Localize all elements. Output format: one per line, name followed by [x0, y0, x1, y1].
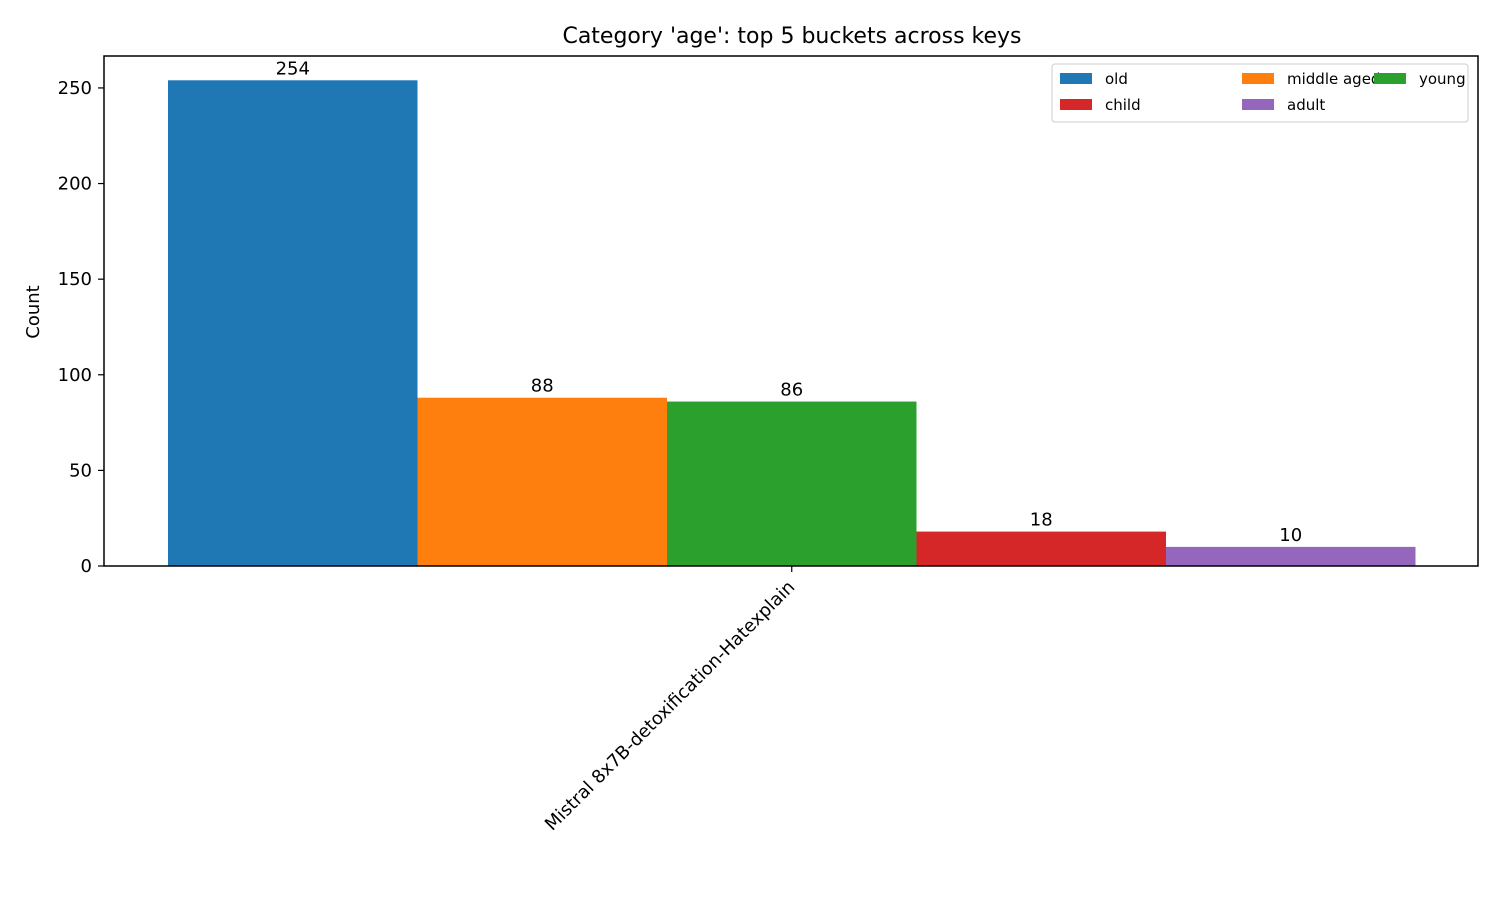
bar-middle-aged [417, 397, 667, 566]
legend-box [1051, 63, 1469, 123]
y-tick-label: 200 [58, 174, 92, 195]
legend-swatch-child [1060, 99, 1092, 110]
bars-group [168, 80, 1416, 567]
legend-label-young: young [1419, 70, 1466, 88]
y-tick-label: 150 [58, 269, 92, 290]
chart-title: Category 'age': top 5 buckets across key… [562, 24, 1021, 49]
legend-swatch-old [1060, 73, 1092, 84]
legend-label-old: old [1105, 70, 1128, 88]
x-axis: Mistral 8x7B-detoxification-Hatexplain [541, 566, 799, 835]
legend-label-child: child [1105, 96, 1141, 114]
legend-swatch-middle-aged [1242, 73, 1274, 84]
bar-young [667, 401, 917, 566]
y-tick-label: 0 [81, 556, 92, 577]
y-axis-label: Count [23, 285, 44, 338]
y-tick-label: 100 [58, 365, 92, 386]
data-label-middle-aged: 88 [531, 376, 554, 397]
legend-label-adult: adult [1287, 96, 1325, 114]
data-label-adult: 10 [1279, 525, 1302, 546]
bar-adult [1166, 546, 1416, 566]
legend-swatch-adult [1242, 99, 1274, 110]
y-tick-label: 250 [58, 78, 92, 99]
data-label-old: 254 [276, 58, 310, 79]
legend-label-middle-aged: middle aged [1287, 70, 1380, 88]
plot-frame [103, 55, 1479, 567]
bar-child [916, 531, 1166, 566]
legend: old middle aged young child adult [1051, 63, 1469, 123]
y-axis: 0 50 100 150 200 250 [58, 78, 104, 577]
data-label-young: 86 [780, 380, 803, 401]
x-tick-label: Mistral 8x7B-detoxification-Hatexplain [541, 577, 799, 835]
bar-old [168, 80, 418, 567]
legend-swatch-young [1374, 73, 1406, 84]
data-label-child: 18 [1030, 510, 1053, 531]
y-tick-label: 50 [69, 460, 92, 481]
data-labels-group: 254 88 86 18 10 [276, 58, 1303, 546]
